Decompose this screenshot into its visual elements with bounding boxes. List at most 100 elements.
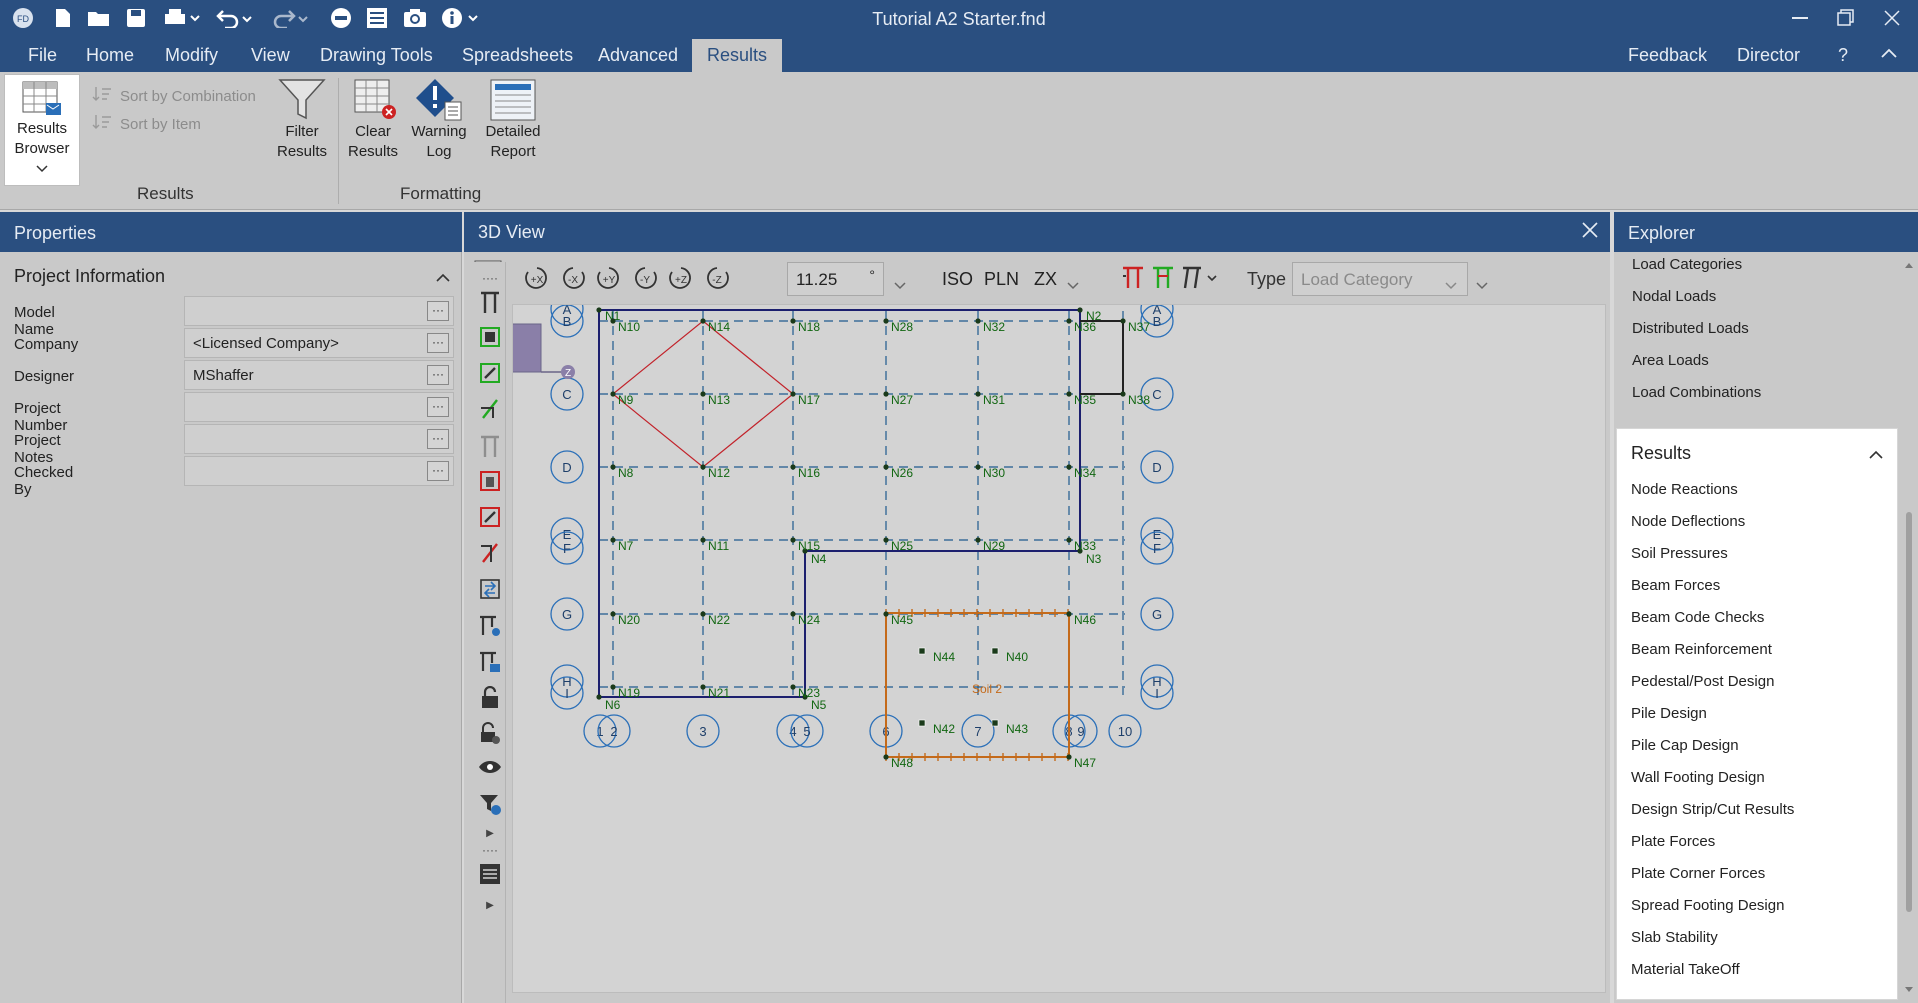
checked-by-field[interactable]: ··· [184,456,454,486]
rotate-view-icon[interactable]: +Z [666,264,696,297]
results-item[interactable]: Soil Pressures [1631,545,1728,562]
company-field[interactable]: <Licensed Company> ··· [184,328,454,358]
expand-arrow-icon[interactable]: ▶ [486,900,494,911]
menu-drawing-tools[interactable]: Drawing Tools [320,45,433,65]
assign-beam-icon[interactable] [478,650,502,674]
explorer-item-distributed-loads[interactable]: Distributed Loads [1632,320,1749,337]
more-icon[interactable]: ··· [427,365,449,385]
rotate-view-icon[interactable]: -Y [630,264,660,297]
open-folder-icon[interactable] [86,6,112,30]
rotate-view-icon[interactable]: +X [522,264,552,297]
menu-advanced[interactable]: Advanced [598,45,679,65]
draw-wall-icon[interactable] [478,398,502,422]
chevron-up-icon[interactable] [436,270,450,288]
lock-icon[interactable] [478,685,502,710]
explorer-scrollbar[interactable] [1906,512,1912,912]
chevron-down-icon[interactable] [1476,274,1488,295]
chevron-up-icon[interactable] [1869,447,1883,465]
more-icon[interactable]: ··· [427,461,449,481]
model-drawing[interactable]: 1234567891012345678910ABCDEFGHIABCDEFGHI… [513,305,1606,993]
settings-beam-icon[interactable] [478,614,502,638]
draw-strip-icon[interactable] [478,542,502,566]
explorer-item-area-loads[interactable]: Area Loads [1632,352,1709,369]
menu-file[interactable]: File [28,45,58,65]
restore-icon[interactable] [1826,4,1866,32]
sort-by-combination-button[interactable]: Sort by Combination [92,86,256,106]
help-link[interactable]: ? [1838,45,1849,65]
filter-results-button[interactable]: Filter Results [272,78,332,162]
results-item[interactable]: Beam Reinforcement [1631,641,1772,658]
beam-style-icon[interactable] [1180,264,1220,295]
results-item[interactable]: Slab Stability [1631,929,1718,946]
load-category-select[interactable]: Load Category [1292,262,1468,296]
scroll-down-icon[interactable] [1904,981,1914,999]
explorer-item-load-combinations[interactable]: Load Combinations [1632,384,1762,401]
redo-icon[interactable] [270,6,310,30]
save-icon[interactable] [124,6,148,30]
toggle-icon[interactable] [328,6,354,30]
scroll-up-icon[interactable] [1904,256,1914,274]
insert-node-icon[interactable] [478,578,502,602]
explorer-item-load-categories[interactable]: Load Categories [1632,256,1743,273]
project-notes-field[interactable]: ··· [184,424,454,454]
draw-column-icon[interactable] [478,434,502,458]
report-icon[interactable] [364,6,390,30]
results-item[interactable]: Beam Code Checks [1631,609,1765,626]
undo-icon[interactable] [214,6,254,30]
project-number-field[interactable]: ··· [184,392,454,422]
warning-log-button[interactable]: Warning Log [409,78,469,162]
menu-results[interactable]: Results [692,39,783,72]
project-info-section[interactable]: Project Information [14,266,166,286]
more-icon[interactable]: ··· [427,429,449,449]
feedback-link[interactable]: Feedback [1628,45,1708,65]
lock-view-icon[interactable] [478,722,502,746]
collapse-ribbon-icon[interactable] [1880,44,1898,65]
beam-green-icon[interactable] [1150,264,1176,295]
filter-info-icon[interactable] [478,792,502,816]
results-item[interactable]: Node Deflections [1631,513,1746,530]
model-name-field[interactable]: ··· [184,296,454,326]
results-item[interactable]: Pile Cap Design [1631,737,1739,754]
results-item[interactable]: Plate Corner Forces [1631,865,1766,882]
more-icon[interactable]: ··· [427,301,449,321]
rotate-view-icon[interactable]: +Y [594,264,624,297]
results-item[interactable]: Spread Footing Design [1631,897,1785,914]
expand-arrow-icon[interactable]: ▶ [486,828,494,839]
rotate-view-icon[interactable]: -X [558,264,588,297]
chevron-down-icon[interactable] [5,159,79,179]
results-item[interactable]: Node Reactions [1631,481,1738,498]
menu-view[interactable]: View [251,45,290,65]
rotate-view-icon[interactable]: -Z [702,264,732,297]
sort-by-item-button[interactable]: Sort by Item [92,114,201,134]
clear-results-button[interactable]: Clear Results [344,78,402,162]
draw-plate-icon[interactable] [478,362,502,386]
model-canvas[interactable]: 1234567891012345678910ABCDEFGHIABCDEFGHI… [512,304,1606,993]
explorer-item-nodal-loads[interactable]: Nodal Loads [1632,288,1717,305]
results-item[interactable]: Plate Forces [1631,833,1716,850]
results-item[interactable]: Material TakeOff [1631,961,1740,978]
menu-home[interactable]: Home [86,45,135,65]
camera-icon[interactable] [402,6,428,30]
results-item[interactable]: Pedestal/Post Design [1631,673,1775,690]
print-icon[interactable] [162,6,202,30]
menu-spreadsheets[interactable]: Spreadsheets [462,45,574,65]
chevron-down-icon[interactable] [1067,274,1079,295]
info-icon[interactable] [440,6,480,30]
close-window-icon[interactable] [1872,4,1912,32]
close-icon[interactable] [1582,222,1598,243]
results-item[interactable]: Beam Forces [1631,577,1721,594]
more-icon[interactable]: ··· [427,397,449,417]
iso-view-button[interactable]: ISO [942,269,974,289]
detailed-report-button[interactable]: Detailed Report [478,78,548,162]
minimize-icon[interactable] [1780,4,1820,32]
draw-footing-icon[interactable] [478,506,502,530]
results-item[interactable]: Pile Design [1631,705,1707,722]
rotation-angle-input[interactable]: 11.25 ° [787,262,884,296]
draw-pile-icon[interactable] [478,470,502,494]
director-link[interactable]: Director [1737,45,1801,65]
results-section-header[interactable]: Results [1631,443,1692,463]
report-list-icon[interactable] [478,862,502,886]
more-icon[interactable]: ··· [427,333,449,353]
results-item[interactable]: Wall Footing Design [1631,769,1765,786]
draw-beam-icon[interactable] [478,290,502,314]
